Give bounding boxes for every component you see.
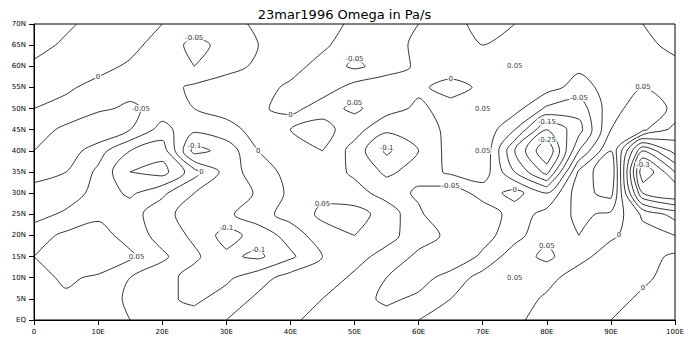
svg-text:0: 0 bbox=[199, 168, 203, 176]
svg-text:0.05: 0.05 bbox=[635, 83, 651, 91]
svg-text:0.05: 0.05 bbox=[347, 99, 363, 107]
svg-text:0.05: 0.05 bbox=[315, 200, 331, 208]
svg-text:90E: 90E bbox=[604, 328, 617, 336]
svg-text:30N: 30N bbox=[12, 189, 26, 197]
svg-text:40N: 40N bbox=[12, 147, 26, 155]
svg-text:0: 0 bbox=[448, 75, 452, 83]
svg-text:65N: 65N bbox=[12, 41, 26, 49]
svg-text:0: 0 bbox=[32, 328, 36, 336]
svg-text:-0.05: -0.05 bbox=[185, 34, 203, 42]
svg-text:20N: 20N bbox=[12, 231, 26, 239]
svg-text:50N: 50N bbox=[12, 105, 26, 113]
svg-text:50E: 50E bbox=[348, 328, 361, 336]
svg-text:10E: 10E bbox=[91, 328, 104, 336]
svg-text:0: 0 bbox=[96, 73, 100, 81]
svg-text:-0.05: -0.05 bbox=[570, 94, 588, 102]
svg-text:0: 0 bbox=[617, 231, 621, 239]
svg-text:20E: 20E bbox=[156, 328, 169, 336]
svg-text:-0.1: -0.1 bbox=[252, 246, 266, 254]
svg-text:10N: 10N bbox=[12, 274, 26, 282]
svg-text:35N: 35N bbox=[12, 168, 26, 176]
svg-text:-0.1: -0.1 bbox=[219, 224, 233, 232]
svg-text:0: 0 bbox=[256, 147, 260, 155]
svg-text:0.05: 0.05 bbox=[539, 242, 555, 250]
svg-text:40E: 40E bbox=[284, 328, 297, 336]
svg-text:0.05: 0.05 bbox=[475, 105, 491, 113]
svg-text:EQ: EQ bbox=[16, 316, 26, 324]
svg-text:5N: 5N bbox=[16, 295, 26, 303]
svg-text:25N: 25N bbox=[12, 210, 26, 218]
svg-text:60E: 60E bbox=[412, 328, 425, 336]
svg-text:-0.25: -0.25 bbox=[538, 136, 556, 144]
svg-text:0: 0 bbox=[513, 186, 517, 194]
svg-text:0.05: 0.05 bbox=[475, 147, 491, 155]
svg-text:70E: 70E bbox=[476, 328, 489, 336]
svg-text:23mar1996 Omega in Pa/s: 23mar1996 Omega in Pa/s bbox=[258, 7, 432, 22]
svg-text:100E: 100E bbox=[666, 328, 684, 336]
svg-text:0.05: 0.05 bbox=[507, 274, 523, 282]
svg-text:-0.05: -0.05 bbox=[442, 182, 460, 190]
svg-text:60N: 60N bbox=[12, 62, 26, 70]
svg-text:80E: 80E bbox=[540, 328, 553, 336]
svg-text:45N: 45N bbox=[12, 126, 26, 134]
svg-text:55N: 55N bbox=[12, 83, 26, 91]
svg-text:-0.05: -0.05 bbox=[345, 55, 363, 63]
svg-text:-0.15: -0.15 bbox=[538, 118, 556, 126]
svg-text:0.05: 0.05 bbox=[129, 253, 145, 261]
svg-text:0: 0 bbox=[641, 284, 645, 292]
svg-text:70N: 70N bbox=[12, 20, 26, 28]
svg-text:-0.05: -0.05 bbox=[132, 105, 150, 113]
svg-text:0.05: 0.05 bbox=[507, 62, 523, 70]
svg-text:0: 0 bbox=[288, 111, 292, 119]
svg-text:15N: 15N bbox=[12, 253, 26, 261]
svg-text:30E: 30E bbox=[220, 328, 233, 336]
svg-text:-0.1: -0.1 bbox=[187, 142, 201, 150]
svg-text:-0.1: -0.1 bbox=[380, 144, 394, 152]
svg-text:-0.3: -0.3 bbox=[636, 161, 650, 169]
